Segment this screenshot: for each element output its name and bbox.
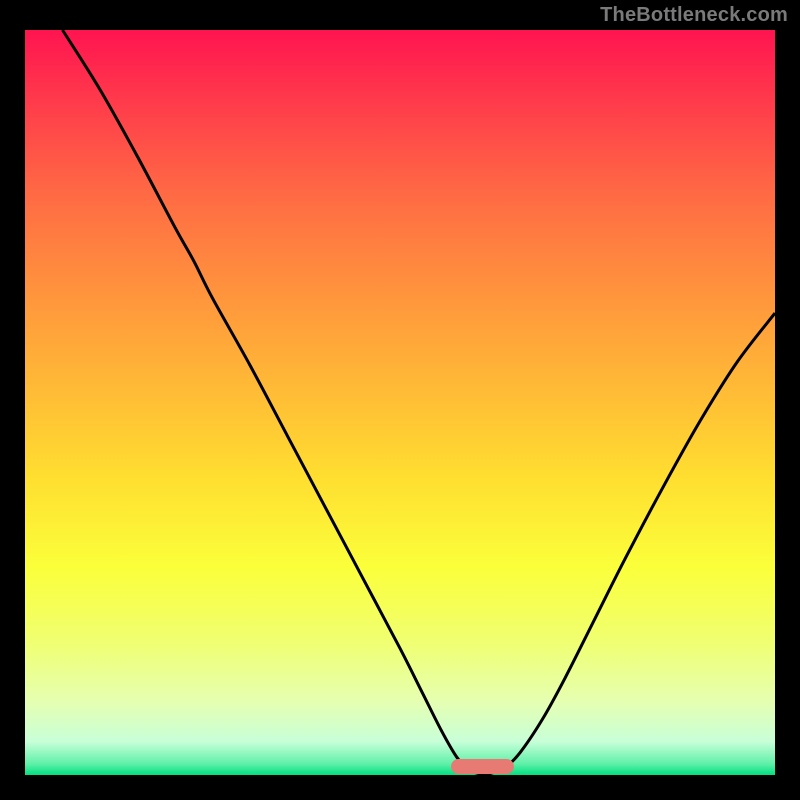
watermark-text: TheBottleneck.com (600, 4, 788, 27)
plot-area (25, 30, 775, 775)
minimum-marker (451, 759, 515, 774)
chart-frame: TheBottleneck.com (0, 0, 800, 800)
bottleneck-curve (25, 30, 775, 775)
